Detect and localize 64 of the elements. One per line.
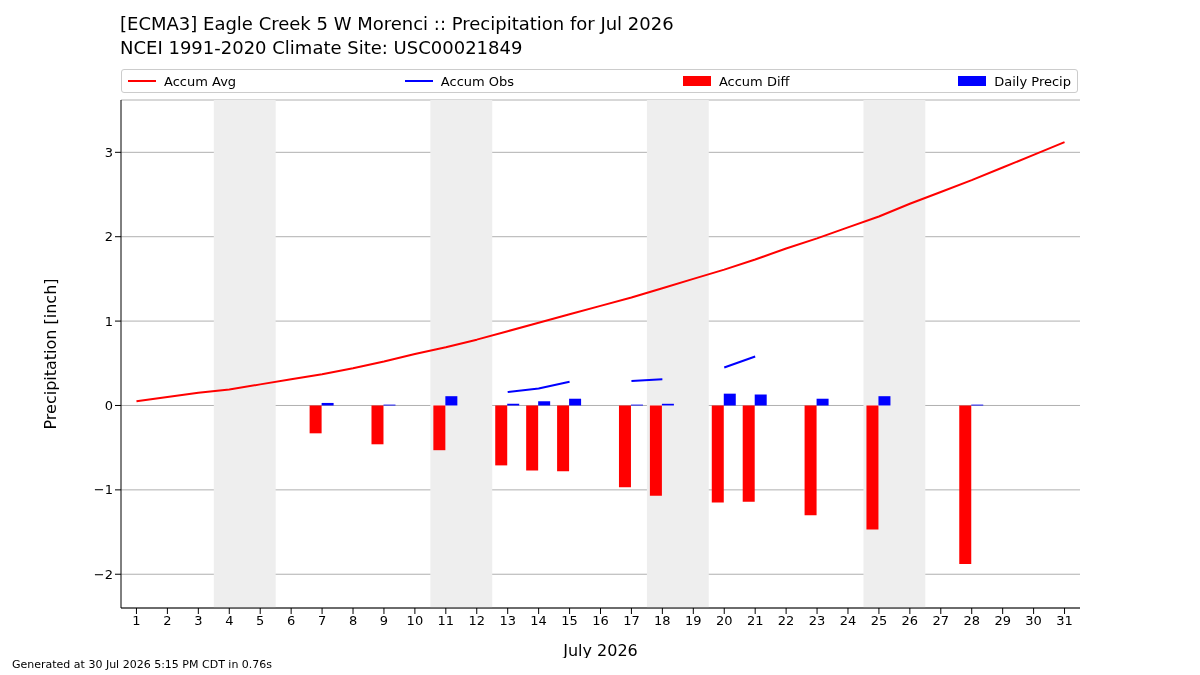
- x-tick-label: 31: [1056, 613, 1073, 629]
- x-tick-label: 15: [561, 613, 578, 629]
- x-tick-label: 12: [468, 613, 486, 629]
- bar: [723, 393, 736, 406]
- x-tick-label: 8: [348, 613, 358, 629]
- x-tick-label: 9: [379, 613, 389, 629]
- text: Generated at 30 Jul 2026 5:15 PM CDT in 0.76s: [12, 658, 273, 671]
- bar: [618, 405, 631, 488]
- x-tick-label: 14: [530, 613, 547, 629]
- y-tick-label: 1: [104, 313, 113, 329]
- y-tick-label: 3: [104, 144, 113, 160]
- bar: [649, 405, 662, 496]
- x-tick-label: 30: [1025, 613, 1042, 629]
- x-tick-label: 19: [685, 613, 702, 629]
- bar: [495, 405, 508, 466]
- x-tick-label: 2: [163, 613, 172, 629]
- x-tick-label: 4: [225, 613, 234, 629]
- x-tick-label: 6: [287, 613, 296, 629]
- x-tick-label: 5: [256, 613, 265, 629]
- line-series: [135, 141, 1066, 403]
- x-tick-label: 13: [499, 613, 516, 629]
- bar: [742, 405, 755, 502]
- y-tick-label: 2: [104, 229, 113, 245]
- x-tick-label: 17: [623, 613, 640, 629]
- legend-label: Accum Avg: [164, 73, 237, 89]
- x-tick-label: 25: [870, 613, 888, 629]
- chart-subtitle: NCEI 1991-2020 Climate Site: USC00021849: [120, 36, 524, 60]
- bar: [866, 405, 879, 530]
- y-tick-label: −2: [93, 566, 113, 582]
- bar: [804, 405, 817, 516]
- legend-label: Accum Obs: [440, 73, 515, 89]
- x-tick-label: 26: [901, 613, 919, 629]
- bar: [445, 396, 458, 406]
- bar: [538, 401, 551, 406]
- x-tick-label: 21: [746, 613, 764, 629]
- x-tick-label: 20: [715, 613, 733, 629]
- y-axis-title: Precipitation [inch]: [40, 278, 60, 430]
- chart-title: [ECMA3] Eagle Creek 5 W Morenci :: Precipitation for Jul 2026: [120, 12, 674, 36]
- bar: [309, 405, 322, 434]
- x-tick-label: 29: [994, 613, 1011, 629]
- x-tick-label: 28: [963, 613, 980, 629]
- x-tick-label: 23: [808, 613, 826, 629]
- bar: [526, 405, 539, 471]
- x-tick-label: 16: [592, 613, 609, 629]
- bar: [878, 396, 891, 406]
- bar: [959, 405, 972, 565]
- x-tick-label: 22: [777, 613, 795, 629]
- legend-label: Daily Precip: [994, 73, 1071, 89]
- x-tick-label: 24: [839, 613, 857, 629]
- x-tick-label: 10: [406, 613, 424, 629]
- bar: [557, 405, 570, 472]
- bar: [711, 405, 724, 503]
- y-tick-label: 0: [104, 398, 113, 414]
- bar: [433, 405, 446, 451]
- x-tick-label: 18: [654, 613, 671, 629]
- bar: [371, 405, 384, 445]
- x-tick-label: 7: [317, 613, 327, 629]
- x-tick-label: 11: [437, 613, 455, 629]
- bar: [754, 394, 767, 406]
- x-tick-label: 1: [132, 613, 141, 629]
- legend-label: Accum Diff: [718, 73, 790, 89]
- x-tick-label: 27: [932, 613, 950, 629]
- y-tick-label: −1: [93, 482, 113, 498]
- x-tick-label: 3: [194, 613, 203, 629]
